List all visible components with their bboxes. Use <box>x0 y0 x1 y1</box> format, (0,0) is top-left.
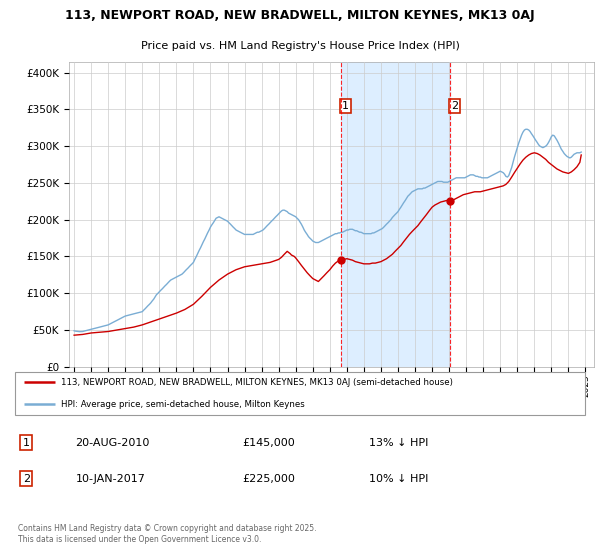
Text: 1: 1 <box>23 437 30 447</box>
Text: 2: 2 <box>23 474 30 484</box>
Text: HPI: Average price, semi-detached house, Milton Keynes: HPI: Average price, semi-detached house,… <box>61 400 305 409</box>
Text: 1: 1 <box>343 101 349 111</box>
Text: £225,000: £225,000 <box>242 474 295 484</box>
Text: 10-JAN-2017: 10-JAN-2017 <box>76 474 145 484</box>
Text: Price paid vs. HM Land Registry's House Price Index (HPI): Price paid vs. HM Land Registry's House … <box>140 41 460 51</box>
Text: 2: 2 <box>451 101 458 111</box>
Text: £145,000: £145,000 <box>242 437 295 447</box>
Text: 113, NEWPORT ROAD, NEW BRADWELL, MILTON KEYNES, MK13 0AJ (semi-detached house): 113, NEWPORT ROAD, NEW BRADWELL, MILTON … <box>61 378 453 387</box>
Text: 10% ↓ HPI: 10% ↓ HPI <box>369 474 428 484</box>
Text: 113, NEWPORT ROAD, NEW BRADWELL, MILTON KEYNES, MK13 0AJ: 113, NEWPORT ROAD, NEW BRADWELL, MILTON … <box>65 9 535 22</box>
Text: 20-AUG-2010: 20-AUG-2010 <box>76 437 150 447</box>
Text: 13% ↓ HPI: 13% ↓ HPI <box>369 437 428 447</box>
Bar <box>341 62 449 367</box>
FancyBboxPatch shape <box>15 371 584 416</box>
Text: Contains HM Land Registry data © Crown copyright and database right 2025.
This d: Contains HM Land Registry data © Crown c… <box>18 524 316 544</box>
